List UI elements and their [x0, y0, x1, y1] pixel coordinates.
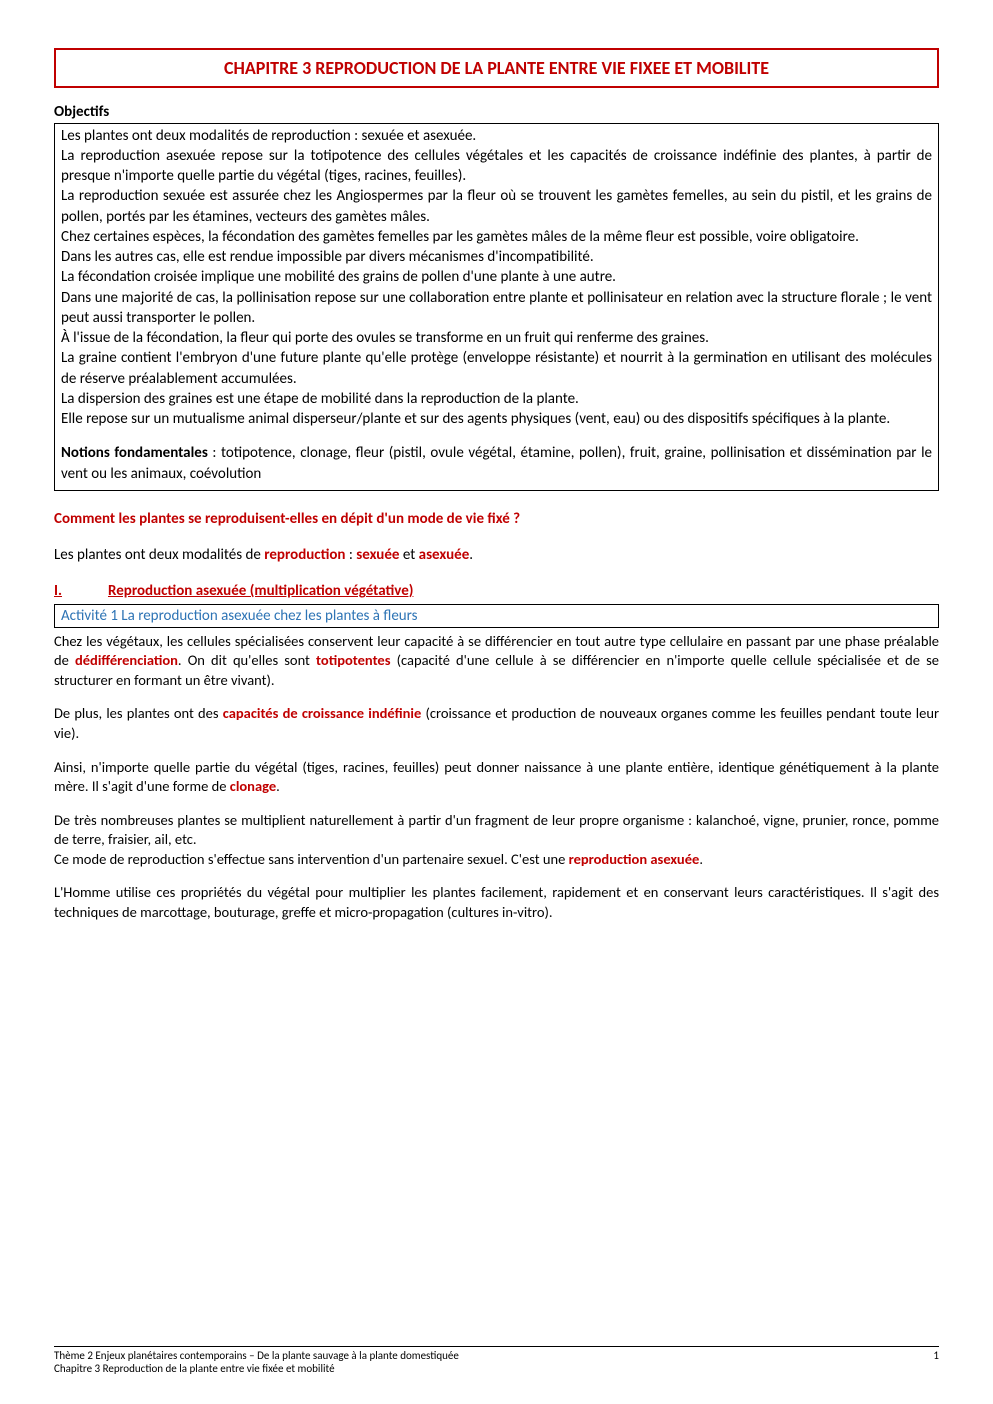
intro-text: Les plantes ont deux modalités de	[54, 546, 264, 564]
intro-line: Les plantes ont deux modalités de reprod…	[54, 545, 939, 565]
section-heading: I. Reproduction asexuée (multiplication …	[54, 581, 939, 601]
body-paragraph: Chez les végétaux, les cellules spéciali…	[54, 632, 939, 691]
notions-label: Notions fondamentales	[61, 444, 208, 462]
body-text: De plus, les plantes ont des	[54, 704, 223, 722]
body-text: .	[276, 777, 280, 795]
body-paragraph: De plus, les plantes ont des capacités d…	[54, 704, 939, 743]
chapter-title-box: CHAPITRE 3 REPRODUCTION DE LA PLANTE ENT…	[54, 48, 939, 88]
intro-text: .	[469, 546, 473, 564]
objectifs-line: Elle repose sur un mutualisme animal dis…	[61, 409, 932, 429]
keyword-reproduction-asexuee: reproduction asexuée	[569, 850, 700, 868]
section-title: Reproduction asexuée (multiplication vég…	[108, 581, 413, 601]
activity-box: Activité 1 La reproduction asexuée chez …	[54, 604, 939, 628]
objectifs-line: Dans une majorité de cas, la pollinisati…	[61, 288, 932, 329]
guiding-question: Comment les plantes se reproduisent-elle…	[54, 509, 939, 529]
chapter-title: CHAPITRE 3 REPRODUCTION DE LA PLANTE ENT…	[224, 57, 769, 79]
body-paragraph: Ce mode de reproduction s'effectue sans …	[54, 850, 939, 870]
keyword-croissance-indefinie: capacités de croissance indéfinie	[223, 704, 422, 722]
objectifs-line: À l'issue de la fécondation, la fleur qu…	[61, 328, 932, 348]
objectifs-line: La graine contient l'embryon d'une futur…	[61, 348, 932, 389]
keyword-clonage: clonage	[230, 777, 276, 795]
body-paragraph: Ainsi, n'importe quelle partie du végéta…	[54, 758, 939, 797]
objectifs-line: La reproduction asexuée repose sur la to…	[61, 146, 932, 187]
keyword-sexuee: sexuée	[356, 546, 399, 564]
footer-line-2: Chapitre 3 Reproduction de la plante ent…	[54, 1362, 459, 1376]
objectifs-line: La reproduction sexuée est assurée chez …	[61, 186, 932, 227]
page-footer: Thème 2 Enjeux planétaires contemporains…	[54, 1346, 939, 1377]
objectifs-line: La dispersion des graines est une étape …	[61, 389, 932, 409]
intro-text: :	[345, 546, 356, 564]
notions-line: Notions fondamentales : totipotence, clo…	[61, 443, 932, 484]
objectifs-line: Dans les autres cas, elle est rendue imp…	[61, 247, 932, 267]
page-number: 1	[933, 1349, 939, 1377]
body-text: Ainsi, n'importe quelle partie du végéta…	[54, 758, 939, 796]
objectifs-line: La fécondation croisée implique une mobi…	[61, 267, 932, 287]
keyword-reproduction: reproduction	[264, 546, 345, 564]
body-text: Ce mode de reproduction s'effectue sans …	[54, 850, 569, 868]
objectifs-line: Les plantes ont deux modalités de reprod…	[61, 126, 932, 146]
body-text: . On dit qu'elles sont	[178, 651, 316, 669]
keyword-asexuee: asexuée	[419, 546, 470, 564]
footer-left: Thème 2 Enjeux planétaires contemporains…	[54, 1349, 459, 1377]
body-text: .	[699, 850, 703, 868]
intro-text: et	[399, 546, 418, 564]
keyword-dedifferenciation: dédifférenciation	[75, 651, 178, 669]
objectifs-heading: Objectifs	[54, 102, 939, 122]
keyword-totipotentes: totipotentes	[316, 651, 390, 669]
body-paragraph: L'Homme utilise ces propriétés du végéta…	[54, 883, 939, 922]
section-number: I.	[54, 581, 72, 601]
footer-line-1: Thème 2 Enjeux planétaires contemporains…	[54, 1349, 459, 1363]
objectifs-box: Les plantes ont deux modalités de reprod…	[54, 123, 939, 491]
objectifs-line: Chez certaines espèces, la fécondation d…	[61, 227, 932, 247]
body-paragraph: De très nombreuses plantes se multiplien…	[54, 811, 939, 850]
